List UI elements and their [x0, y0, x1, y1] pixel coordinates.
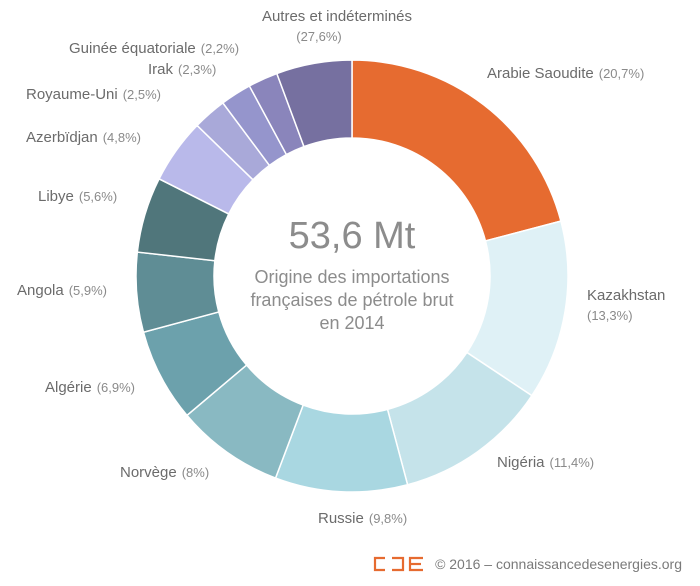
slice-label-name: Irak	[148, 61, 174, 78]
slice-label-pct: (27,6%)	[296, 29, 342, 44]
slice-label-name: Angola	[17, 282, 64, 299]
donut-slices	[135, 59, 569, 493]
slice-label-pct: (6,9%)	[97, 380, 135, 395]
slice-label-name: Libye	[38, 188, 74, 205]
slice-label: Irak (2,3%)	[148, 61, 216, 78]
slice-label-name: Guinée équatoriale	[69, 40, 196, 57]
slice-label-pct: (11,4%)	[550, 455, 595, 470]
slice-label-pct: (20,7%)	[599, 66, 645, 81]
slice-label-name: Nigéria	[497, 454, 545, 471]
slice-arabie-saoudite	[351, 59, 562, 242]
slice-label: Arabie Saoudite (20,7%)	[487, 65, 644, 82]
slice-label: Autres et indéterminés (27,6%)	[262, 8, 412, 44]
slice-label: Algérie (6,9%)	[45, 379, 135, 396]
slice-label-pct: (2,3%)	[178, 62, 216, 77]
slice-label-name: Norvège	[120, 464, 177, 481]
slice-labels: Arabie Saoudite (20,7%) Kazakhstan (13,3%) N…	[17, 8, 665, 527]
slice-autres-et-indetermines	[275, 59, 353, 148]
slice-label: Azerbïdjan (4,8%)	[26, 129, 141, 146]
slice-label: Angola (5,9%)	[17, 282, 107, 299]
center-subtitle-line-1: Origine des importations	[254, 267, 449, 287]
footer-copyright: © 2016 – connaissancedesenergies.org	[435, 556, 682, 572]
slice-label-pct: (4,8%)	[103, 130, 141, 145]
slice-label: Guinée équatoriale (2,2%)	[69, 40, 239, 57]
center-subtitle-line-3: en 2014	[319, 313, 384, 333]
slice-label-name: Autres et indéterminés	[262, 8, 412, 25]
slice-label-pct: (2,2%)	[201, 41, 239, 56]
slice-label-pct: (2,5%)	[123, 87, 161, 102]
slice-label-pct: (5,6%)	[79, 189, 117, 204]
cde-logo-icon	[373, 556, 424, 572]
slice-label: Russie (9,8%)	[318, 510, 407, 527]
footer: © 2016 – connaissancedesenergies.org	[373, 556, 682, 572]
donut-center: 53,6 Mt Origine des importations françai…	[250, 215, 453, 333]
center-total: 53,6 Mt	[289, 215, 416, 257]
slice-label: Nigéria (11,4%)	[497, 454, 594, 471]
slice-label-pct: (13,3%)	[587, 308, 633, 323]
slice-label-name: Russie	[318, 510, 364, 527]
slice-label: Libye (5,6%)	[38, 188, 117, 205]
slice-label-pct: (9,8%)	[369, 511, 407, 526]
slice-label: Norvège (8%)	[120, 464, 209, 481]
slice-label: Kazakhstan (13,3%)	[587, 287, 665, 323]
slice-label-pct: (8%)	[182, 465, 209, 480]
slice-label-name: Kazakhstan	[587, 287, 665, 304]
slice-label-name: Algérie	[45, 379, 92, 396]
center-subtitle-line-2: françaises de pétrole brut	[250, 290, 453, 310]
slice-label-name: Azerbïdjan	[26, 129, 98, 146]
slice-label: Royaume-Uni (2,5%)	[26, 86, 161, 103]
slice-label-name: Arabie Saoudite	[487, 65, 594, 82]
slice-label-name: Royaume-Uni	[26, 86, 118, 103]
slice-label-pct: (5,9%)	[69, 283, 107, 298]
